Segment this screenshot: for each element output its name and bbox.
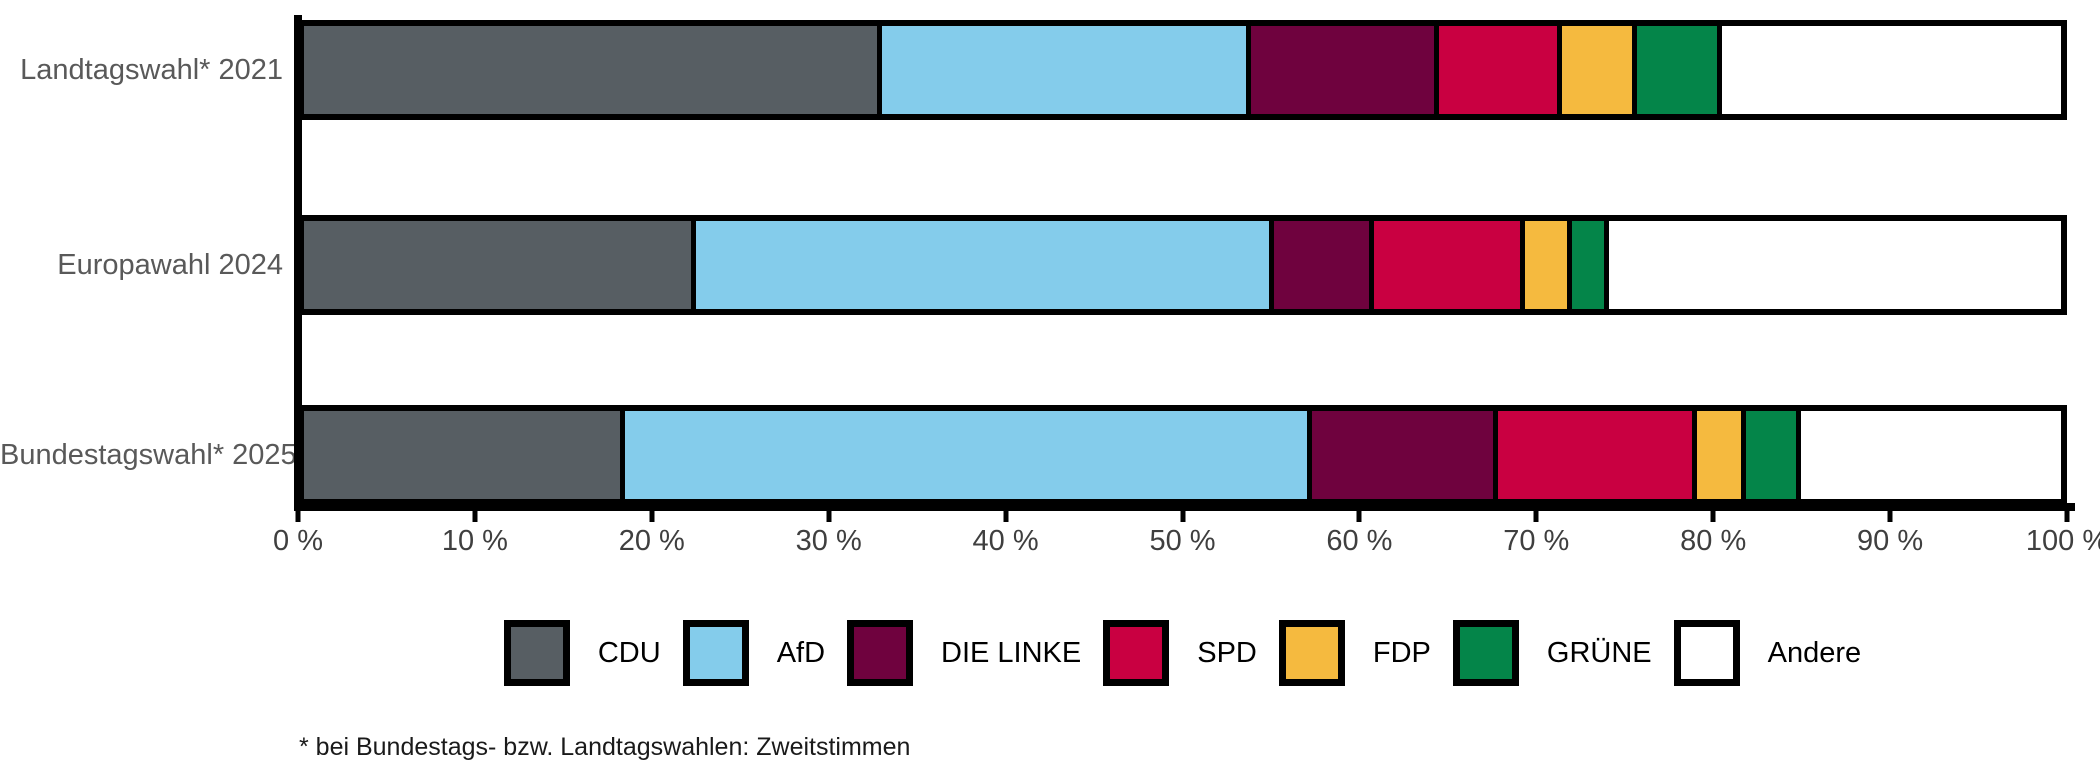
x-tick-mark [826, 511, 832, 522]
legend-swatch [1278, 620, 1345, 686]
bar-segment-cdu [304, 411, 621, 499]
bar-segment-andere [1604, 221, 2061, 309]
bar-segment-die-linke [1307, 411, 1494, 499]
category-label: Landtagswahl* 2021 [20, 54, 283, 86]
legend-item-grüne: GRÜNE [1452, 620, 1652, 686]
bar-row [298, 215, 2067, 315]
legend-swatch [682, 620, 749, 686]
legend-label: AfD [776, 636, 826, 669]
x-tick-mark [649, 511, 655, 522]
bar-segment-cdu [304, 26, 877, 114]
x-axis-line [294, 503, 2075, 511]
bar-segment-spd [1493, 411, 1692, 499]
bar-segment-spd [1433, 26, 1557, 114]
bar-row [298, 405, 2067, 505]
x-tick-mark [1003, 511, 1009, 522]
x-tick-label: 60 % [1326, 525, 1393, 557]
legend-item-andere: Andere [1673, 620, 1862, 686]
legend-swatch [847, 620, 914, 686]
bar-segment-andere [1795, 411, 2061, 499]
x-tick-label: 0 % [273, 525, 323, 557]
x-tick-label: 90 % [1857, 525, 1924, 557]
bar-segment-afd [620, 411, 1308, 499]
bar-segment-grüne [1632, 26, 1717, 114]
x-tick-label: 70 % [1503, 525, 1570, 557]
legend-item-fdp: FDP [1278, 620, 1431, 686]
bar-segment-afd [876, 26, 1246, 114]
legend-label: FDP [1372, 636, 1431, 669]
bar-segment-cdu [304, 221, 691, 309]
bar-row [298, 20, 2067, 120]
x-tick-label: 20 % [618, 525, 685, 557]
x-tick-label: 50 % [1149, 525, 1216, 557]
x-tick-mark [1710, 511, 1716, 522]
legend-item-die-linke: DIE LINKE [847, 620, 1081, 686]
legend-item-cdu: CDU [503, 620, 661, 686]
x-tick-mark [295, 511, 301, 522]
x-tick-mark [1887, 511, 1893, 522]
legend-label: CDU [597, 636, 661, 669]
bar-segment-fdp [1519, 221, 1568, 309]
x-tick-label: 100 % [2025, 525, 2100, 557]
legend-item-spd: SPD [1103, 620, 1257, 686]
legend-swatch [503, 620, 570, 686]
x-tick-label: 40 % [972, 525, 1039, 557]
x-tick-mark [1356, 511, 1362, 522]
bar-segment-fdp [1692, 411, 1742, 499]
legend-label: DIE LINKE [941, 636, 1082, 669]
legend-item-afd: AfD [682, 620, 826, 686]
chart-legend: CDU AfD DIE LINKE SPD FDP GRÜNE Andere [298, 620, 2067, 686]
bar-segment-grüne [1567, 221, 1605, 309]
x-tick-mark [2064, 511, 2070, 522]
bar-segment-fdp [1556, 26, 1633, 114]
chart-footnote: * bei Bundestags- bzw. Landtagswahlen: Z… [299, 733, 911, 761]
x-tick-mark [1533, 511, 1539, 522]
category-label: Europawahl 2024 [57, 249, 283, 281]
legend-swatch [1103, 620, 1170, 686]
legend-label: SPD [1197, 636, 1257, 669]
legend-label: GRÜNE [1546, 636, 1652, 669]
bar-segment-spd [1368, 221, 1520, 309]
bar-segment-andere [1716, 26, 2061, 114]
x-tick-label: 80 % [1680, 525, 1747, 557]
category-label: Bundestagswahl* 2025 [0, 439, 297, 471]
x-tick-label: 30 % [795, 525, 862, 557]
bar-segment-die-linke [1245, 26, 1434, 114]
legend-swatch [1673, 620, 1740, 686]
legend-label: Andere [1767, 636, 1862, 669]
bar-segment-afd [690, 221, 1269, 309]
x-tick-mark [1180, 511, 1185, 522]
y-axis-line [294, 15, 302, 511]
x-tick-label: 10 % [441, 525, 508, 557]
bar-segment-die-linke [1268, 221, 1369, 309]
x-tick-mark [472, 511, 478, 522]
legend-swatch [1452, 620, 1519, 686]
bar-segment-grüne [1741, 411, 1796, 499]
